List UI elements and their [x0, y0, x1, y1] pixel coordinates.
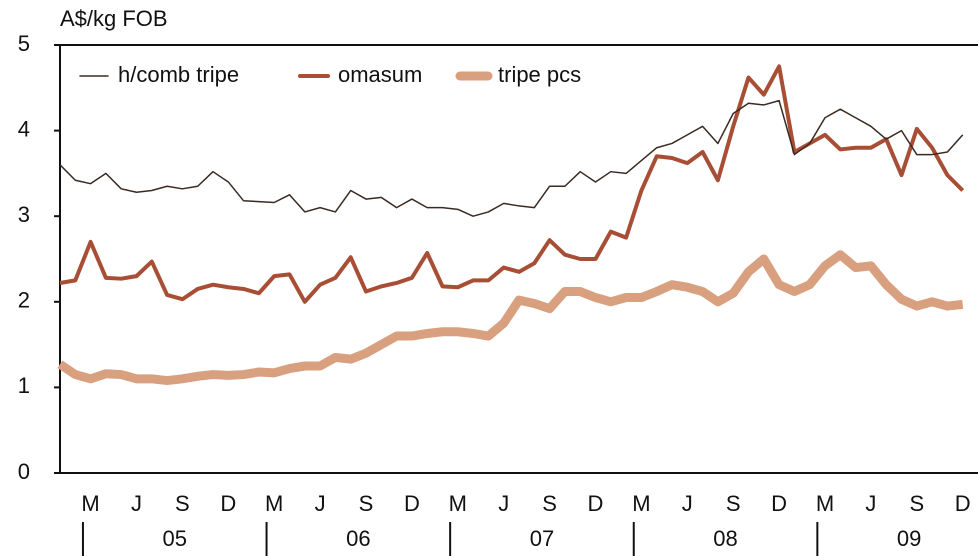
series-line — [59, 64, 965, 304]
x-tick-label: S — [359, 491, 374, 516]
x-tick-label: D — [220, 491, 236, 516]
x-tick-label: S — [542, 491, 557, 516]
y-tick-label: 0 — [18, 459, 30, 484]
x-tick-label: M — [449, 491, 467, 516]
x-tick-label: S — [909, 491, 924, 516]
x-tick-label: D — [588, 491, 604, 516]
series-line — [57, 250, 964, 386]
year-label: 09 — [897, 526, 921, 551]
x-tick-label: D — [771, 491, 787, 516]
legend-label: omasum — [338, 62, 422, 87]
y-tick-label: 2 — [18, 288, 30, 313]
x-tick-label: M — [81, 491, 99, 516]
y-axis-label: A$/kg FOB — [60, 6, 168, 31]
x-tick-label: S — [175, 491, 190, 516]
x-tick-label: M — [632, 491, 650, 516]
year-label: 06 — [346, 526, 370, 551]
x-tick-label: D — [955, 491, 971, 516]
x-tick-label: D — [404, 491, 420, 516]
legend-label: h/comb tripe — [118, 62, 239, 87]
y-tick-label: 5 — [18, 31, 30, 56]
x-tick-label: M — [265, 491, 283, 516]
legend-label: tripe pcs — [498, 62, 581, 87]
y-tick-label: 3 — [18, 202, 30, 227]
y-tick-label: 4 — [18, 116, 30, 141]
x-tick-label: S — [726, 491, 741, 516]
x-tick-label: J — [682, 491, 693, 516]
x-tick-label: M — [816, 491, 834, 516]
x-tick-label: J — [498, 491, 509, 516]
x-tick-label: J — [865, 491, 876, 516]
series-line — [59, 99, 964, 217]
x-tick-label: J — [315, 491, 326, 516]
year-label: 05 — [163, 526, 187, 551]
x-tick-label: J — [131, 491, 142, 516]
year-label: 07 — [530, 526, 554, 551]
year-label: 08 — [713, 526, 737, 551]
y-tick-label: 1 — [18, 373, 30, 398]
